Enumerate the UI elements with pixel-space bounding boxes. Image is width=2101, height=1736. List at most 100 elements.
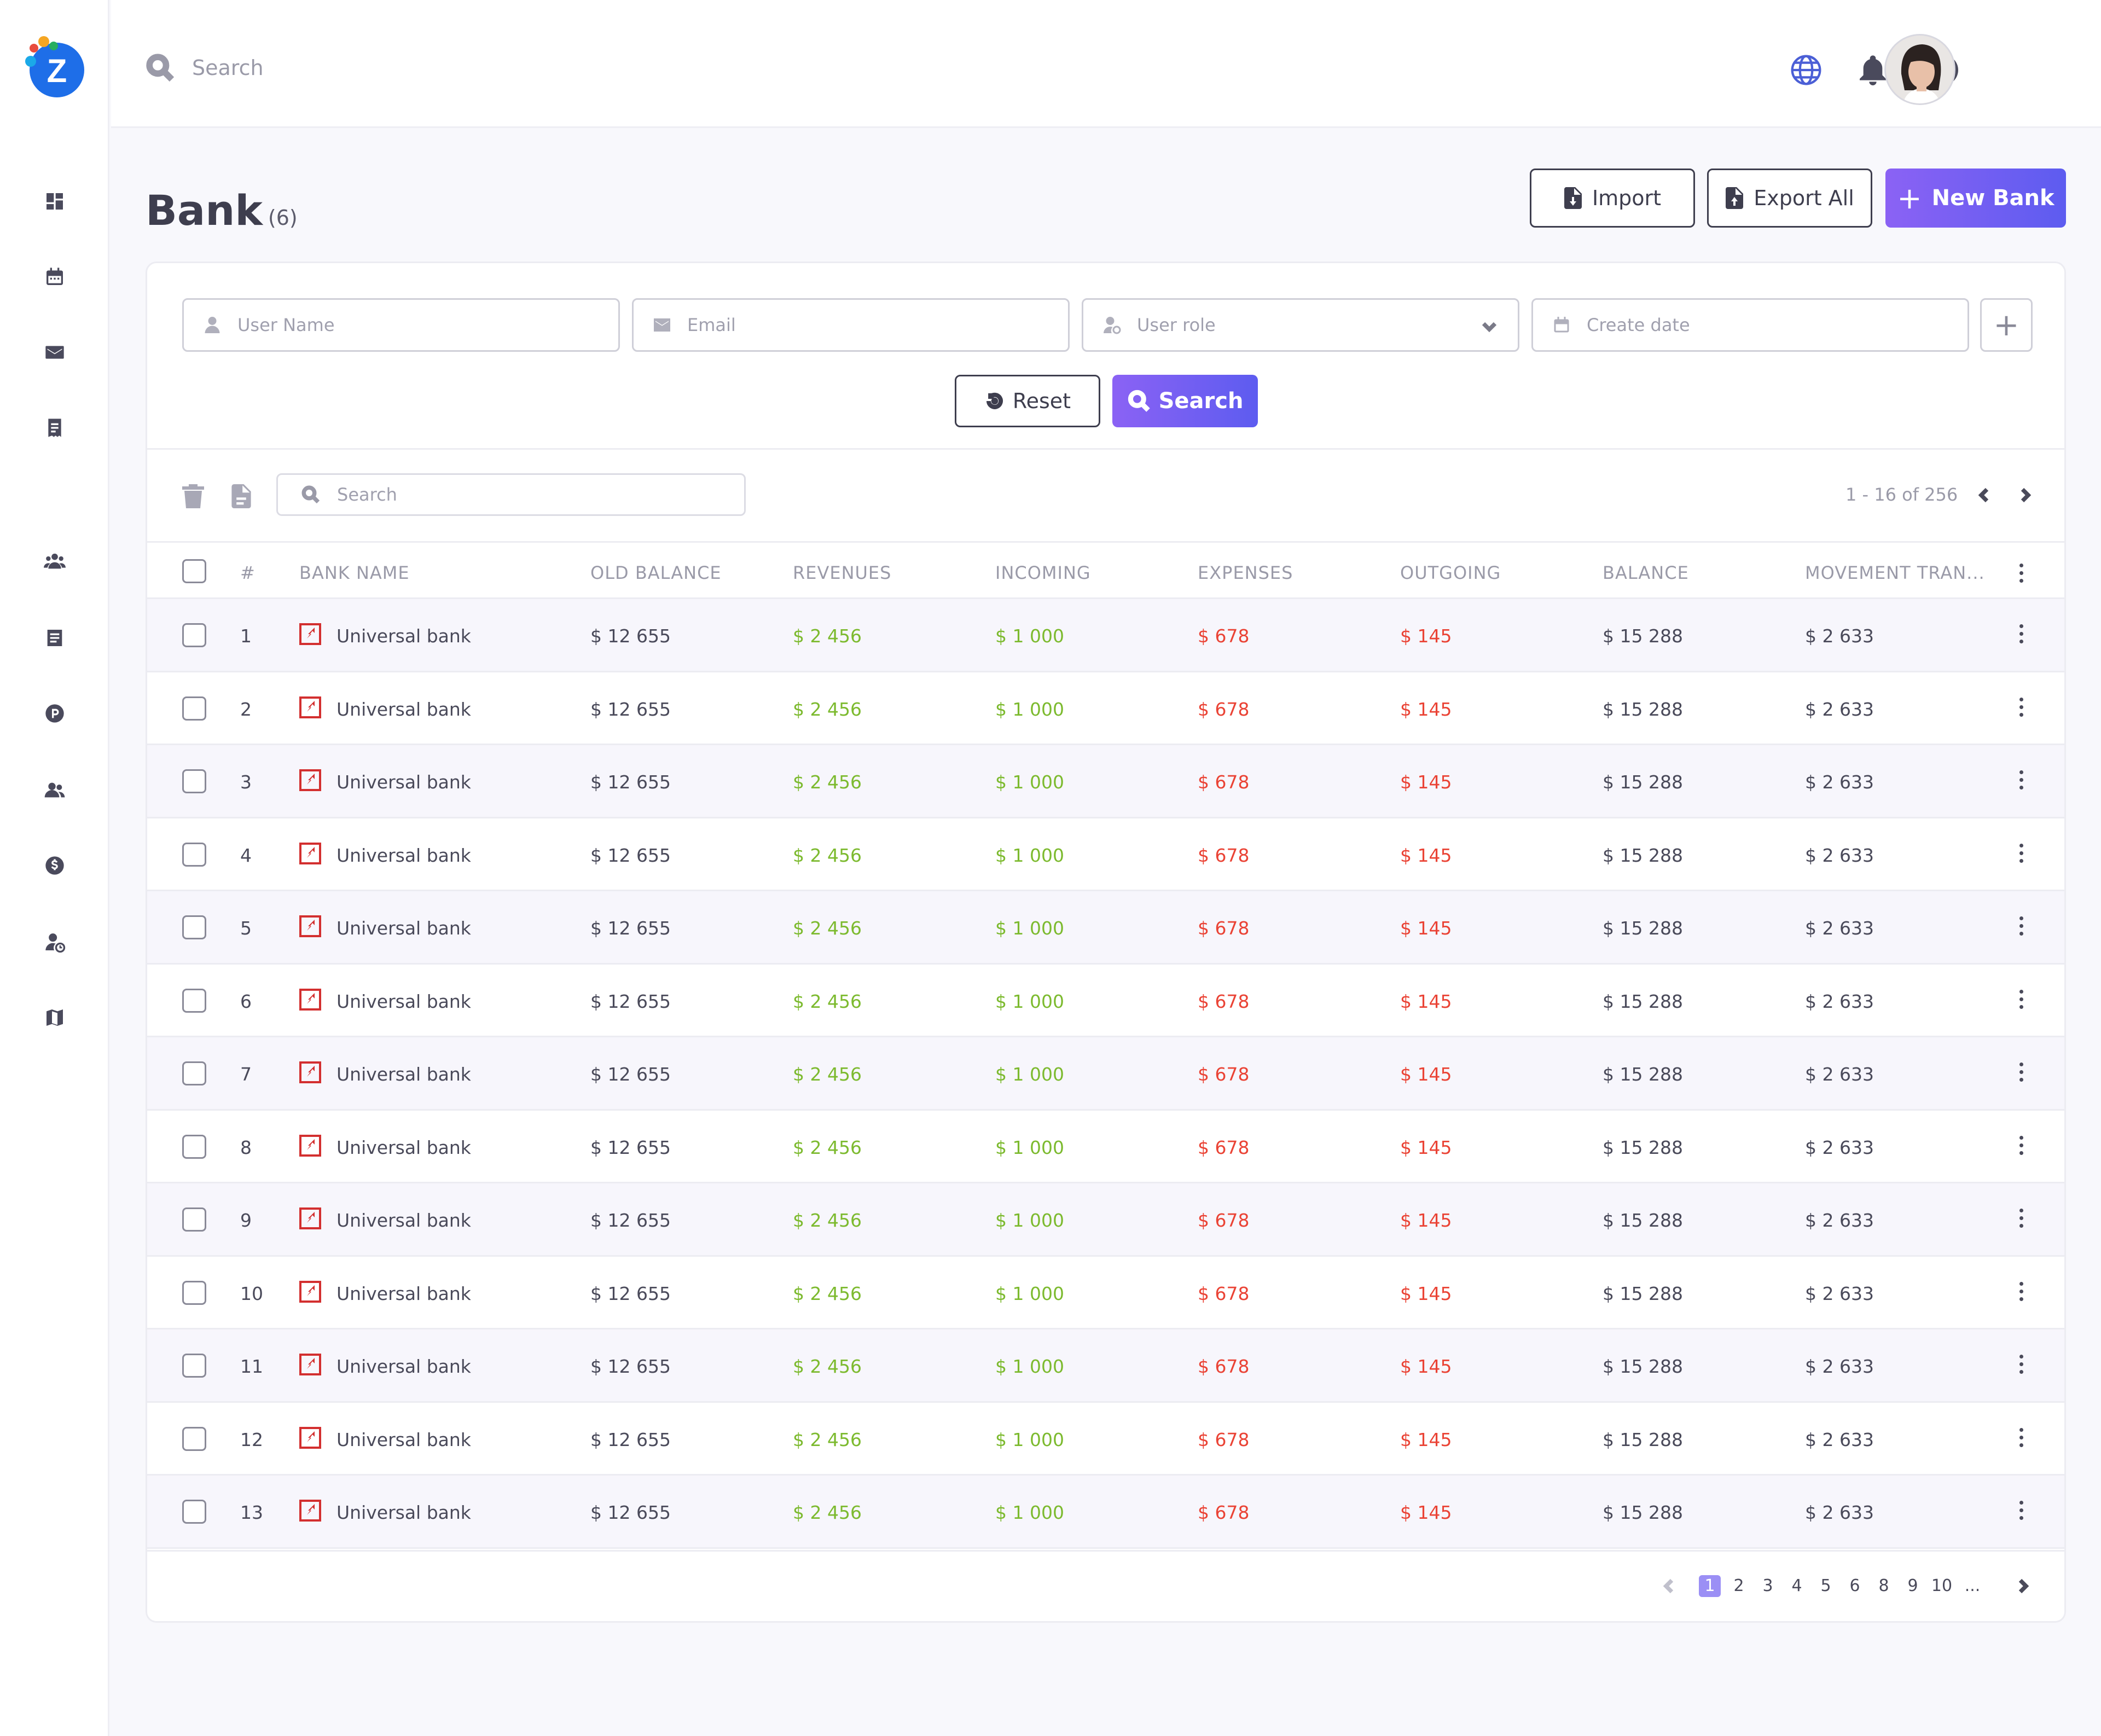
column-header-revenues[interactable]: REVENUES bbox=[793, 562, 892, 583]
column-header-bank-name[interactable]: BANK NAME bbox=[299, 562, 410, 583]
chevron-left-icon[interactable] bbox=[1975, 485, 1994, 505]
app-logo[interactable]: Z bbox=[23, 33, 89, 104]
table-row[interactable]: 13 Universal bank $ 12 655 $ 2 456 $ 1 000 $ … bbox=[147, 1476, 2064, 1549]
user-settings-icon[interactable] bbox=[43, 930, 67, 954]
table-row[interactable]: 4 Universal bank $ 12 655 $ 2 456 $ 1 000 $ 6… bbox=[147, 818, 2064, 891]
bank-name[interactable]: Universal bank bbox=[336, 1356, 471, 1377]
row-checkbox[interactable] bbox=[182, 1207, 206, 1232]
chevron-right-icon[interactable] bbox=[2015, 485, 2035, 505]
create-date-filter[interactable]: Create date bbox=[1531, 298, 1969, 352]
trash-icon[interactable] bbox=[182, 484, 204, 508]
dashboard-icon[interactable] bbox=[43, 189, 67, 213]
row-checkbox[interactable] bbox=[182, 1426, 206, 1451]
table-row[interactable]: 2 Universal bank $ 12 655 $ 2 456 $ 1 000 $ 6… bbox=[147, 672, 2064, 745]
email-filter[interactable]: Email bbox=[632, 298, 1070, 352]
dollar-icon[interactable] bbox=[43, 854, 67, 878]
table-row[interactable]: 8 Universal bank $ 12 655 $ 2 456 $ 1 000 $ 6… bbox=[147, 1111, 2064, 1183]
bank-name[interactable]: Universal bank bbox=[336, 1064, 471, 1085]
page-number[interactable]: 2 bbox=[1733, 1576, 1744, 1595]
row-menu-icon[interactable] bbox=[2018, 989, 2024, 1012]
table-row[interactable]: 12 Universal bank $ 12 655 $ 2 456 $ 1 000 $ … bbox=[147, 1403, 2064, 1476]
row-checkbox[interactable] bbox=[182, 769, 206, 793]
add-filter-button[interactable]: + bbox=[1980, 298, 2033, 352]
globe-icon[interactable] bbox=[1789, 53, 1824, 88]
page-number[interactable]: 1 bbox=[1699, 1575, 1721, 1597]
export-all-button[interactable]: Export All bbox=[1707, 169, 1872, 228]
reset-button[interactable]: Reset bbox=[955, 375, 1100, 427]
parking-icon[interactable] bbox=[43, 701, 67, 725]
row-menu-icon[interactable] bbox=[2018, 1355, 2024, 1377]
row-menu-icon[interactable] bbox=[2018, 697, 2024, 719]
row-checkbox[interactable] bbox=[182, 1134, 206, 1159]
bank-name[interactable]: Universal bank bbox=[336, 771, 471, 793]
row-checkbox[interactable] bbox=[182, 1500, 206, 1524]
column-header-old-balance[interactable]: OLD BALANCE bbox=[590, 562, 722, 583]
bell-icon[interactable] bbox=[1855, 53, 1890, 88]
invoice-icon[interactable] bbox=[43, 416, 67, 440]
row-checkbox[interactable] bbox=[182, 988, 206, 1013]
table-row[interactable]: 1 Universal bank $ 12 655 $ 2 456 $ 1 000 $ 6… bbox=[147, 599, 2064, 672]
row-menu-icon[interactable] bbox=[2018, 1135, 2024, 1158]
page-number[interactable]: 5 bbox=[1820, 1576, 1831, 1595]
bank-name[interactable]: Universal bank bbox=[336, 1282, 471, 1304]
table-row[interactable]: 7 Universal bank $ 12 655 $ 2 456 $ 1 000 $ 6… bbox=[147, 1037, 2064, 1111]
row-checkbox[interactable] bbox=[182, 1280, 206, 1305]
username-filter[interactable]: User Name bbox=[182, 298, 620, 352]
row-checkbox[interactable] bbox=[182, 1061, 206, 1085]
bank-name[interactable]: Universal bank bbox=[336, 844, 471, 866]
row-menu-icon[interactable] bbox=[2018, 916, 2024, 938]
row-checkbox[interactable] bbox=[182, 842, 206, 867]
bank-name[interactable]: Universal bank bbox=[336, 1210, 471, 1231]
users-group-icon[interactable] bbox=[43, 549, 67, 573]
bank-name[interactable]: Universal bank bbox=[336, 1136, 471, 1158]
row-checkbox[interactable] bbox=[182, 1354, 206, 1378]
column-header-balance[interactable]: BALANCE bbox=[1603, 562, 1689, 583]
column-header-movement[interactable]: MOVEMENT TRAN... bbox=[1805, 562, 1985, 583]
global-search[interactable]: Search bbox=[145, 53, 264, 83]
search-button[interactable]: Search bbox=[1112, 375, 1258, 427]
document-icon[interactable] bbox=[43, 626, 67, 650]
row-checkbox[interactable] bbox=[182, 696, 206, 721]
pagination-ellipsis[interactable]: ... bbox=[1964, 1576, 1981, 1595]
row-checkbox[interactable] bbox=[182, 623, 206, 647]
bank-name[interactable]: Universal bank bbox=[336, 625, 471, 647]
row-checkbox[interactable] bbox=[182, 915, 206, 939]
pagination-next-icon[interactable] bbox=[2013, 1576, 2033, 1596]
bank-name[interactable]: Universal bank bbox=[336, 1429, 471, 1450]
page-number[interactable]: 8 bbox=[1878, 1576, 1889, 1595]
select-all-checkbox[interactable] bbox=[182, 559, 206, 583]
table-row[interactable]: 6 Universal bank $ 12 655 $ 2 456 $ 1 000 $ 6… bbox=[147, 965, 2064, 1037]
table-row[interactable]: 10 Universal bank $ 12 655 $ 2 456 $ 1 000 $ … bbox=[147, 1257, 2064, 1329]
row-menu-icon[interactable] bbox=[2018, 1501, 2024, 1523]
page-number[interactable]: 4 bbox=[1791, 1576, 1802, 1595]
bank-name[interactable]: Universal bank bbox=[336, 990, 471, 1012]
user-role-select[interactable]: User role bbox=[1082, 298, 1519, 352]
bank-name[interactable]: Universal bank bbox=[336, 1502, 471, 1523]
table-row[interactable]: 9 Universal bank $ 12 655 $ 2 456 $ 1 000 $ 6… bbox=[147, 1183, 2064, 1257]
page-number[interactable]: 3 bbox=[1762, 1576, 1773, 1595]
row-menu-icon[interactable] bbox=[2018, 843, 2024, 866]
row-menu-icon[interactable] bbox=[2018, 624, 2024, 646]
page-number[interactable]: 6 bbox=[1849, 1576, 1860, 1595]
row-menu-icon[interactable] bbox=[2018, 1062, 2024, 1084]
user-avatar[interactable] bbox=[1884, 34, 1955, 105]
table-row[interactable]: 5 Universal bank $ 12 655 $ 2 456 $ 1 000 $ 6… bbox=[147, 891, 2064, 965]
table-search-input[interactable]: Search bbox=[276, 473, 746, 516]
file-icon[interactable] bbox=[230, 484, 252, 508]
calendar-icon[interactable] bbox=[43, 265, 67, 289]
import-button[interactable]: Import bbox=[1530, 169, 1695, 228]
row-menu-icon[interactable] bbox=[2018, 770, 2024, 792]
row-menu-icon[interactable] bbox=[2018, 1427, 2024, 1450]
pagination-prev-icon[interactable] bbox=[1659, 1576, 1679, 1596]
column-header-outgoing[interactable]: OUTGOING bbox=[1400, 562, 1501, 583]
map-icon[interactable] bbox=[43, 1006, 67, 1030]
page-number[interactable]: 10 bbox=[1931, 1576, 1953, 1595]
mail-icon[interactable] bbox=[43, 340, 67, 364]
row-menu-icon[interactable] bbox=[2018, 1281, 2024, 1304]
column-header-expenses[interactable]: EXPENSES bbox=[1198, 562, 1293, 583]
table-row[interactable]: 3 Universal bank $ 12 655 $ 2 456 $ 1 000 $ 6… bbox=[147, 745, 2064, 818]
bank-name[interactable]: Universal bank bbox=[336, 698, 471, 720]
row-menu-icon[interactable] bbox=[2018, 1209, 2024, 1230]
bank-name[interactable]: Universal bank bbox=[336, 918, 471, 939]
table-row[interactable]: 11 Universal bank $ 12 655 $ 2 456 $ 1 000 $ … bbox=[147, 1329, 2064, 1403]
